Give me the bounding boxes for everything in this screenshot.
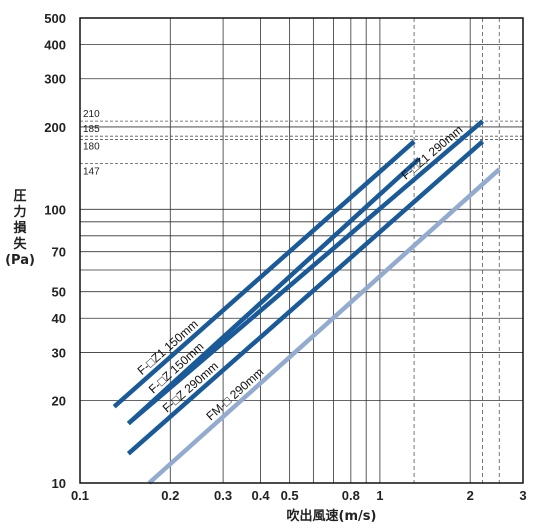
reference-label: 185 [83,124,100,135]
series-line-0 [112,139,416,409]
y-tick-label: 400 [44,38,66,53]
reference-label: 210 [83,109,100,120]
tick-labels: 0.1 0.2 0.3 0.4 0.5 0.8 1 2 3 10 20 30 40 50 70 100 200 3… [44,11,526,503]
x-tick-label: 1 [376,488,383,503]
y-tick-label: 200 [44,120,66,135]
reference-lines [80,18,523,483]
y-tick-label: 30 [52,345,66,360]
y-tick-label: 100 [44,202,66,217]
y-axis-title-part: 失 [13,236,27,252]
y-axis-title-part: 力 [13,204,26,220]
plot-frame [79,17,524,484]
x-tick-label: 0.3 [214,488,232,503]
y-axis-title-part: (Pa) [5,253,35,268]
x-tick-label: 0.5 [281,488,299,503]
x-tick-label: 0.4 [252,488,271,503]
series-label-2: F-□Z1 290mm [399,123,466,183]
y-tick-label: 20 [52,394,66,409]
x-tick-label: 0.2 [161,488,179,503]
y-axis-title-part: 損 [13,220,27,236]
y-tick-label: 70 [52,245,66,260]
x-tick-label: 0.1 [71,488,89,503]
series-line-3 [126,139,485,456]
x-tick-label: 2 [467,488,474,503]
y-tick-label: 10 [52,476,66,491]
grid [79,17,524,484]
series-line-4 [147,167,501,485]
reference-label: 180 [83,141,100,152]
x-tick-label: 3 [519,488,526,503]
y-tick-label: 40 [52,311,66,326]
reference-label: 147 [83,167,100,178]
x-axis-title: 吹出風速(m/s) [287,508,377,524]
y-tick-label: 50 [52,285,66,300]
y-tick-label: 500 [44,11,66,26]
y-tick-label: 300 [44,72,66,87]
reference-labels: 210 185 180 147 [83,109,100,177]
series-line-2 [126,119,485,426]
series-lines [112,119,501,485]
x-tick-label: 0.8 [342,488,360,503]
y-axis-title-part: 圧 [13,189,26,204]
